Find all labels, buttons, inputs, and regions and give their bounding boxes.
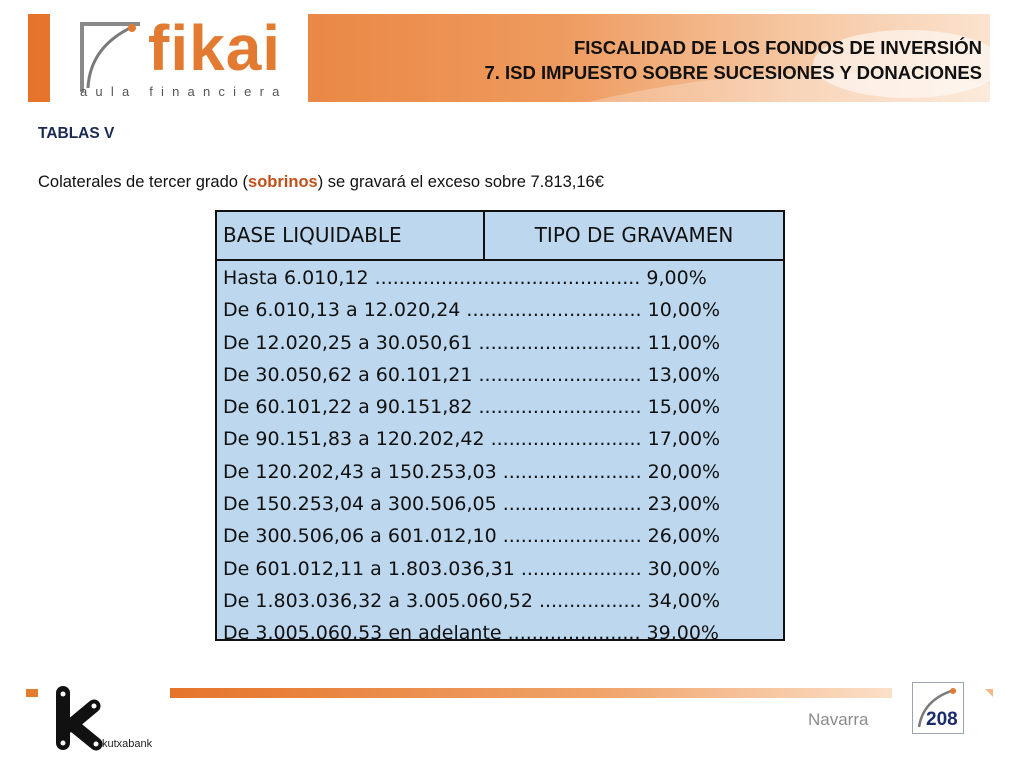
kutxabank-logo-icon bbox=[56, 686, 103, 751]
page-number: 208 bbox=[926, 709, 958, 730]
page-title: FISCALIDAD DE LOS FONDOS DE INVERSIÓN 7.… bbox=[484, 35, 982, 85]
section-title: TABLAS V bbox=[38, 125, 115, 142]
intro-before: Colaterales de tercer grado ( bbox=[38, 173, 249, 191]
footer-divider-bar bbox=[170, 688, 892, 698]
footer-accent-square bbox=[26, 689, 38, 697]
table-row: De 120.202,43 a 150.253,03 .............… bbox=[223, 460, 721, 483]
intro-text: Colaterales de tercer grado (sobrinos) s… bbox=[38, 173, 604, 192]
table-row: De 3.005.060,53 en adelante ............… bbox=[223, 622, 719, 645]
table-row: De 60.101,22 a 90.151,82 ...............… bbox=[223, 396, 721, 419]
table-row: De 1.803.036,32 a 3.005.060,52 .........… bbox=[223, 589, 721, 612]
header-banner: fikai aula financiera FISCALIDAD DE LOS … bbox=[28, 12, 990, 102]
table-row: De 300.506,06 a 601.012,10 .............… bbox=[223, 525, 721, 548]
header-divider bbox=[483, 212, 485, 259]
header-tipo-gravamen: TIPO DE GRAVAMEN bbox=[534, 223, 734, 247]
tax-rate-table: BASE LIQUIDABLE TIPO DE GRAVAMEN Hasta 6… bbox=[215, 210, 785, 644]
title-line-2: 7. ISD IMPUESTO SOBRE SUCESIONES Y DONAC… bbox=[484, 62, 982, 83]
table-row: De 12.020,25 a 30.050,61 ...............… bbox=[223, 331, 721, 354]
fikai-logo: fikai aula financiera bbox=[50, 12, 308, 102]
table-row: De 90.151,83 a 120.202,42 ..............… bbox=[223, 428, 721, 451]
intro-after: ) se gravará el exceso sobre 7.813,16€ bbox=[317, 173, 604, 191]
kutxabank-label: kutxabank bbox=[102, 738, 153, 750]
header-base-liquidable: BASE LIQUIDABLE bbox=[223, 223, 402, 247]
table-row: De 30.050,62 a 60.101,21 ...............… bbox=[223, 363, 721, 386]
table-row: Hasta 6.010,12 .........................… bbox=[223, 267, 707, 289]
footer-corner-tick-icon bbox=[985, 689, 993, 697]
table-row: De 6.010,13 a 12.020,24 ................… bbox=[223, 299, 721, 322]
intro-highlight: sobrinos bbox=[248, 173, 318, 191]
fikai-emblem-icon bbox=[80, 22, 140, 92]
logo-wordmark: fikai bbox=[148, 12, 282, 84]
table-header: BASE LIQUIDABLE TIPO DE GRAVAMEN bbox=[217, 212, 783, 261]
page-badge-emblem-icon bbox=[917, 688, 956, 728]
table-row: De 150.253,04 a 300.506,05 .............… bbox=[223, 493, 721, 516]
table-body: Hasta 6.010,12 .........................… bbox=[223, 262, 779, 650]
logo-subtitle: aula financiera bbox=[80, 84, 288, 99]
title-line-1: FISCALIDAD DE LOS FONDOS DE INVERSIÓN bbox=[573, 37, 982, 58]
table-row: De 601.012,11 a 1.803.036,31 ...........… bbox=[223, 557, 721, 580]
region-label: Navarra bbox=[808, 710, 869, 729]
page-badge bbox=[912, 682, 964, 734]
